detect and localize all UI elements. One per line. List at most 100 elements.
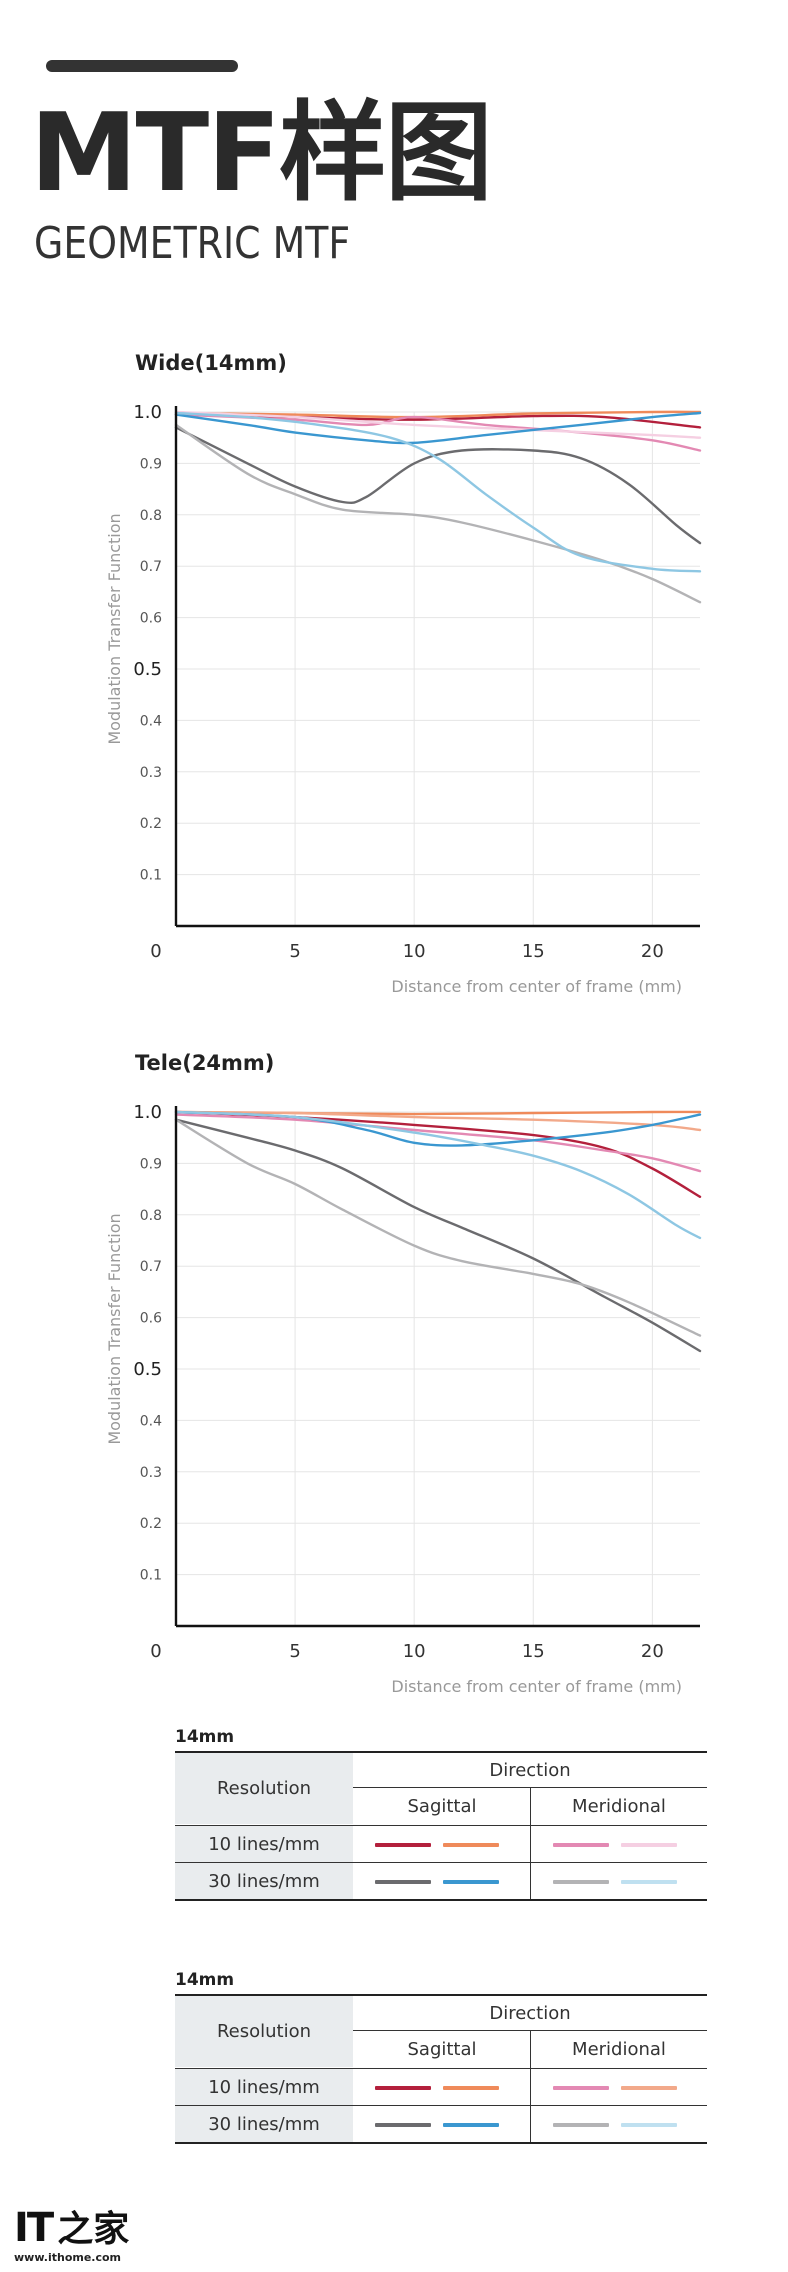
series-line (174, 1110, 702, 1198)
y-axis-label: Modulation Transfer Function (105, 1213, 124, 1444)
swatch-sagittal-1 (375, 1880, 431, 1884)
series-line (174, 410, 702, 419)
x-tick-label: 15 (522, 1641, 545, 1662)
series-line (174, 413, 702, 452)
x-tick-label: 10 (403, 941, 426, 962)
table-divider (530, 1788, 531, 1901)
table-divider (530, 2031, 531, 2144)
series-line (174, 1113, 702, 1173)
x-axis-label: Distance from center of frame (mm) (391, 977, 682, 996)
legend-row: 30 lines/mm (175, 2105, 707, 2142)
logo-zh-text: 之家 (57, 2209, 130, 2250)
swatch-meridional-1 (553, 2086, 609, 2090)
y-tick-label: 0.2 (140, 1516, 162, 1532)
legend-table: Resolution Direction Sagittal Meridional… (175, 1751, 707, 1901)
swatch-sagittal-1 (375, 1843, 431, 1847)
legend-row: 10 lines/mm (175, 2068, 707, 2105)
swatch-meridional-1 (553, 1880, 609, 1884)
y-tick-label: 0.7 (140, 559, 162, 575)
legend-row: 30 lines/mm (175, 1862, 707, 1899)
x-tick-label: 5 (289, 941, 300, 962)
legend-table: Resolution Direction Sagittal Meridional… (175, 1994, 707, 2144)
series-line (174, 426, 702, 545)
x-tick-label: 0 (150, 941, 161, 962)
table-top-rule (175, 1994, 707, 1996)
meridional-header: Meridional (572, 2038, 666, 2060)
resolution-header: Resolution (175, 1996, 353, 2067)
page-title: MTF样图 (30, 91, 493, 216)
series-line (174, 411, 702, 445)
y-tick-label: 0.3 (140, 1465, 162, 1481)
y-tick-label: 0.6 (140, 1311, 162, 1327)
x-tick-label: 15 (522, 941, 545, 962)
resolution-header: Resolution (175, 1753, 353, 1824)
y-tick-label: 0.8 (140, 508, 162, 524)
table-bottom-rule (175, 1899, 707, 1901)
x-axis-label: Distance from center of frame (mm) (391, 1677, 682, 1696)
x-tick-label: 20 (641, 1641, 664, 1662)
row-label: 30 lines/mm (175, 1863, 353, 1899)
series-line (174, 410, 702, 439)
y-tick-label: 0.9 (140, 1156, 162, 1172)
table-top-rule (175, 1751, 707, 1753)
page-subtitle: GEOMETRIC MTF (34, 218, 351, 269)
swatch-sagittal-2 (443, 1843, 499, 1847)
y-tick-label: 0.9 (140, 456, 162, 472)
y-tick-label: 0.1 (140, 868, 162, 884)
chart-title: Wide(14mm) (135, 351, 287, 375)
header-decor-bar (46, 60, 238, 72)
y-tick-label: 1.0 (133, 1102, 162, 1123)
series-line (174, 1118, 702, 1353)
x-tick-label: 10 (403, 1641, 426, 1662)
row-label: 10 lines/mm (175, 2069, 353, 2105)
y-axis-label: Modulation Transfer Function (105, 513, 124, 744)
swatch-sagittal-2 (443, 2086, 499, 2090)
y-tick-label: 0.5 (133, 1359, 162, 1380)
meridional-header: Meridional (572, 1795, 666, 1817)
legend-row: 10 lines/mm (175, 1825, 707, 1862)
y-tick-label: 0.8 (140, 1208, 162, 1224)
legend-heading: 14mm (175, 1727, 235, 1747)
swatch-meridional-2 (621, 2086, 677, 2090)
y-tick-label: 1.0 (133, 402, 162, 423)
ithome-logo: IT 之家 (14, 2200, 129, 2252)
logo-it-text: IT (14, 2205, 54, 2251)
swatch-sagittal-2 (443, 1880, 499, 1884)
chart-wide: Wide(14mm) 0.1 0.2 0.3 0.4 0.5 0.6 0.7 0.8 0.9 1.0… (0, 340, 788, 1000)
x-tick-label: 5 (289, 1641, 300, 1662)
y-tick-label: 0.4 (140, 713, 162, 729)
x-tick-label: 0 (150, 1641, 161, 1662)
y-tick-label: 0.6 (140, 611, 162, 627)
series-line (174, 411, 702, 573)
y-tick-label: 0.4 (140, 1413, 162, 1429)
y-tick-label: 0.7 (140, 1259, 162, 1275)
chart-wide-svg: Wide(14mm) 0.1 0.2 0.3 0.4 0.5 0.6 0.7 0.8 0.9 1.0… (105, 351, 702, 996)
direction-header: Direction (353, 1753, 707, 1788)
swatch-meridional-1 (553, 1843, 609, 1847)
y-tick-label: 0.5 (133, 659, 162, 680)
row-label: 30 lines/mm (175, 2106, 353, 2142)
chart-tele-svg: Tele(24mm) 0.1 0.2 0.3 0.4 0.5 0.6 0.7 0.8 0.9 1.0… (105, 1051, 702, 1696)
swatch-meridional-2 (621, 1880, 677, 1884)
swatch-meridional-2 (621, 2123, 677, 2127)
series-line (174, 1118, 702, 1337)
swatch-meridional-1 (553, 2123, 609, 2127)
y-tick-label: 0.2 (140, 816, 162, 832)
series-line (174, 423, 702, 604)
chart-tele: Tele(24mm) 0.1 0.2 0.3 0.4 0.5 0.6 0.7 0.8 0.9 1.0… (0, 1040, 788, 1700)
y-tick-label: 0.1 (140, 1568, 162, 1584)
swatch-sagittal-1 (375, 2123, 431, 2127)
sagittal-header: Sagittal (407, 1795, 477, 1817)
series-line (174, 1110, 702, 1240)
chart-title: Tele(24mm) (135, 1051, 274, 1075)
table-bottom-rule (175, 2142, 707, 2144)
site-url: www.ithome.com (14, 2251, 122, 2264)
legend-heading: 14mm (175, 1970, 235, 1990)
sagittal-header: Sagittal (407, 2038, 477, 2060)
y-tick-label: 0.3 (140, 765, 162, 781)
swatch-sagittal-1 (375, 2086, 431, 2090)
swatch-sagittal-2 (443, 2123, 499, 2127)
direction-header: Direction (353, 1996, 707, 2031)
row-label: 10 lines/mm (175, 1826, 353, 1862)
swatch-meridional-2 (621, 1843, 677, 1847)
